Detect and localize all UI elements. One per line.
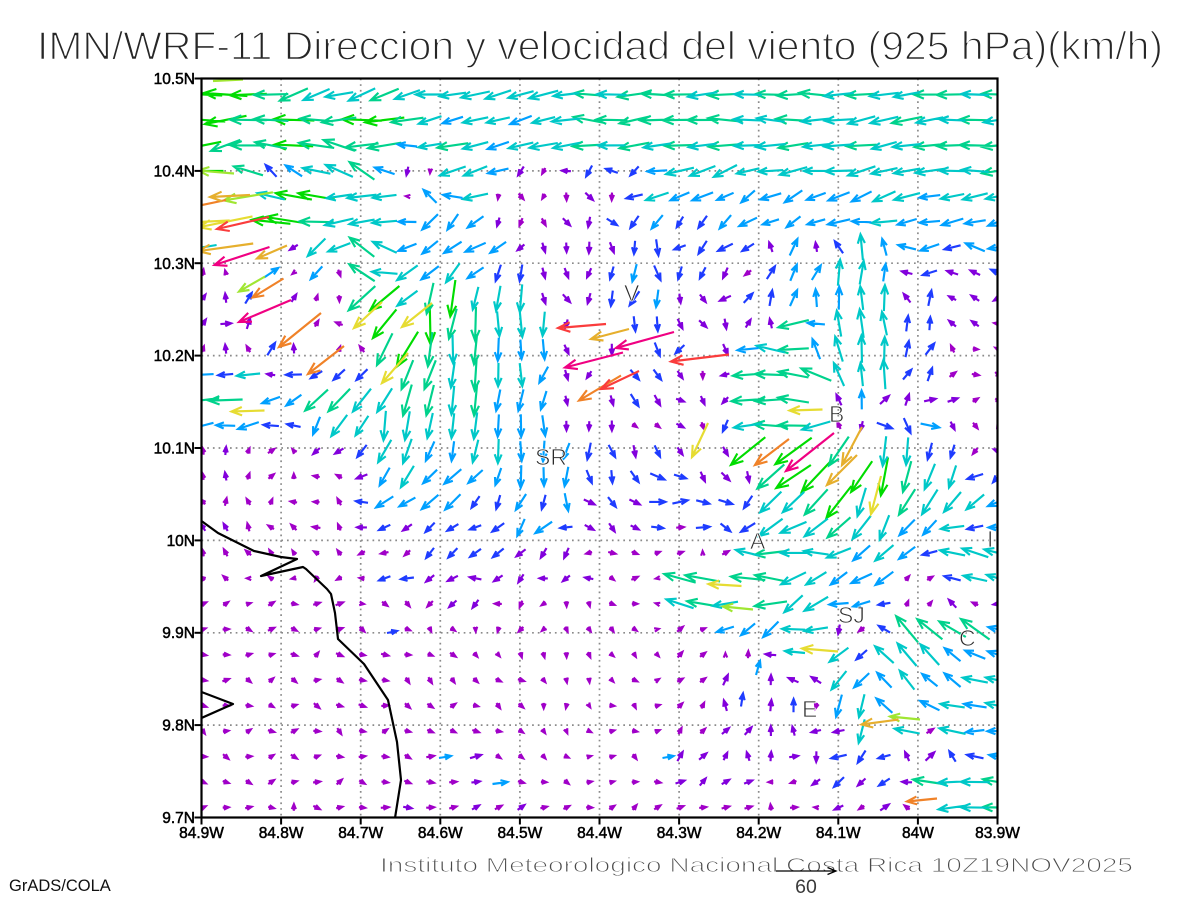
svg-text:V: V bbox=[624, 280, 640, 306]
svg-text:84.2W: 84.2W bbox=[736, 825, 781, 842]
svg-text:9.8N: 9.8N bbox=[162, 718, 195, 735]
svg-text:10.3N: 10.3N bbox=[154, 256, 195, 273]
svg-text:10.5N: 10.5N bbox=[154, 71, 195, 88]
svg-text:E: E bbox=[802, 696, 817, 722]
svg-text:10N: 10N bbox=[167, 533, 195, 550]
svg-text:SR: SR bbox=[535, 444, 567, 470]
svg-text:9.7N: 9.7N bbox=[162, 810, 195, 827]
svg-text:SJ: SJ bbox=[838, 602, 865, 628]
svg-text:60: 60 bbox=[795, 876, 817, 898]
svg-text:84.9W: 84.9W bbox=[179, 825, 224, 842]
svg-text:84.7W: 84.7W bbox=[338, 825, 383, 842]
svg-text:84.3W: 84.3W bbox=[657, 825, 702, 842]
svg-text:Instituto Meteorologico Nacion: Instituto Meteorologico Nacional Costa R… bbox=[380, 854, 1133, 877]
svg-text:A: A bbox=[750, 528, 766, 554]
svg-text:84.8W: 84.8W bbox=[259, 825, 304, 842]
svg-text:IMN/WRF-11 Direccion y velocid: IMN/WRF-11 Direccion y velocidad del vie… bbox=[37, 25, 1163, 69]
svg-text:10.1N: 10.1N bbox=[154, 441, 195, 458]
svg-text:10.4N: 10.4N bbox=[154, 163, 195, 180]
svg-text:84.6W: 84.6W bbox=[418, 825, 463, 842]
svg-text:9.9N: 9.9N bbox=[162, 625, 195, 642]
svg-text:10.2N: 10.2N bbox=[154, 348, 195, 365]
svg-text:84.1W: 84.1W bbox=[816, 825, 861, 842]
svg-text:GrADS/COLA: GrADS/COLA bbox=[9, 877, 111, 895]
svg-text:84.5W: 84.5W bbox=[497, 825, 542, 842]
svg-text:I: I bbox=[987, 526, 993, 552]
svg-text:84W: 84W bbox=[902, 825, 934, 842]
svg-text:84.4W: 84.4W bbox=[577, 825, 622, 842]
svg-text:C: C bbox=[959, 625, 976, 651]
svg-text:83.9W: 83.9W bbox=[975, 825, 1020, 842]
svg-text:B: B bbox=[829, 401, 844, 427]
